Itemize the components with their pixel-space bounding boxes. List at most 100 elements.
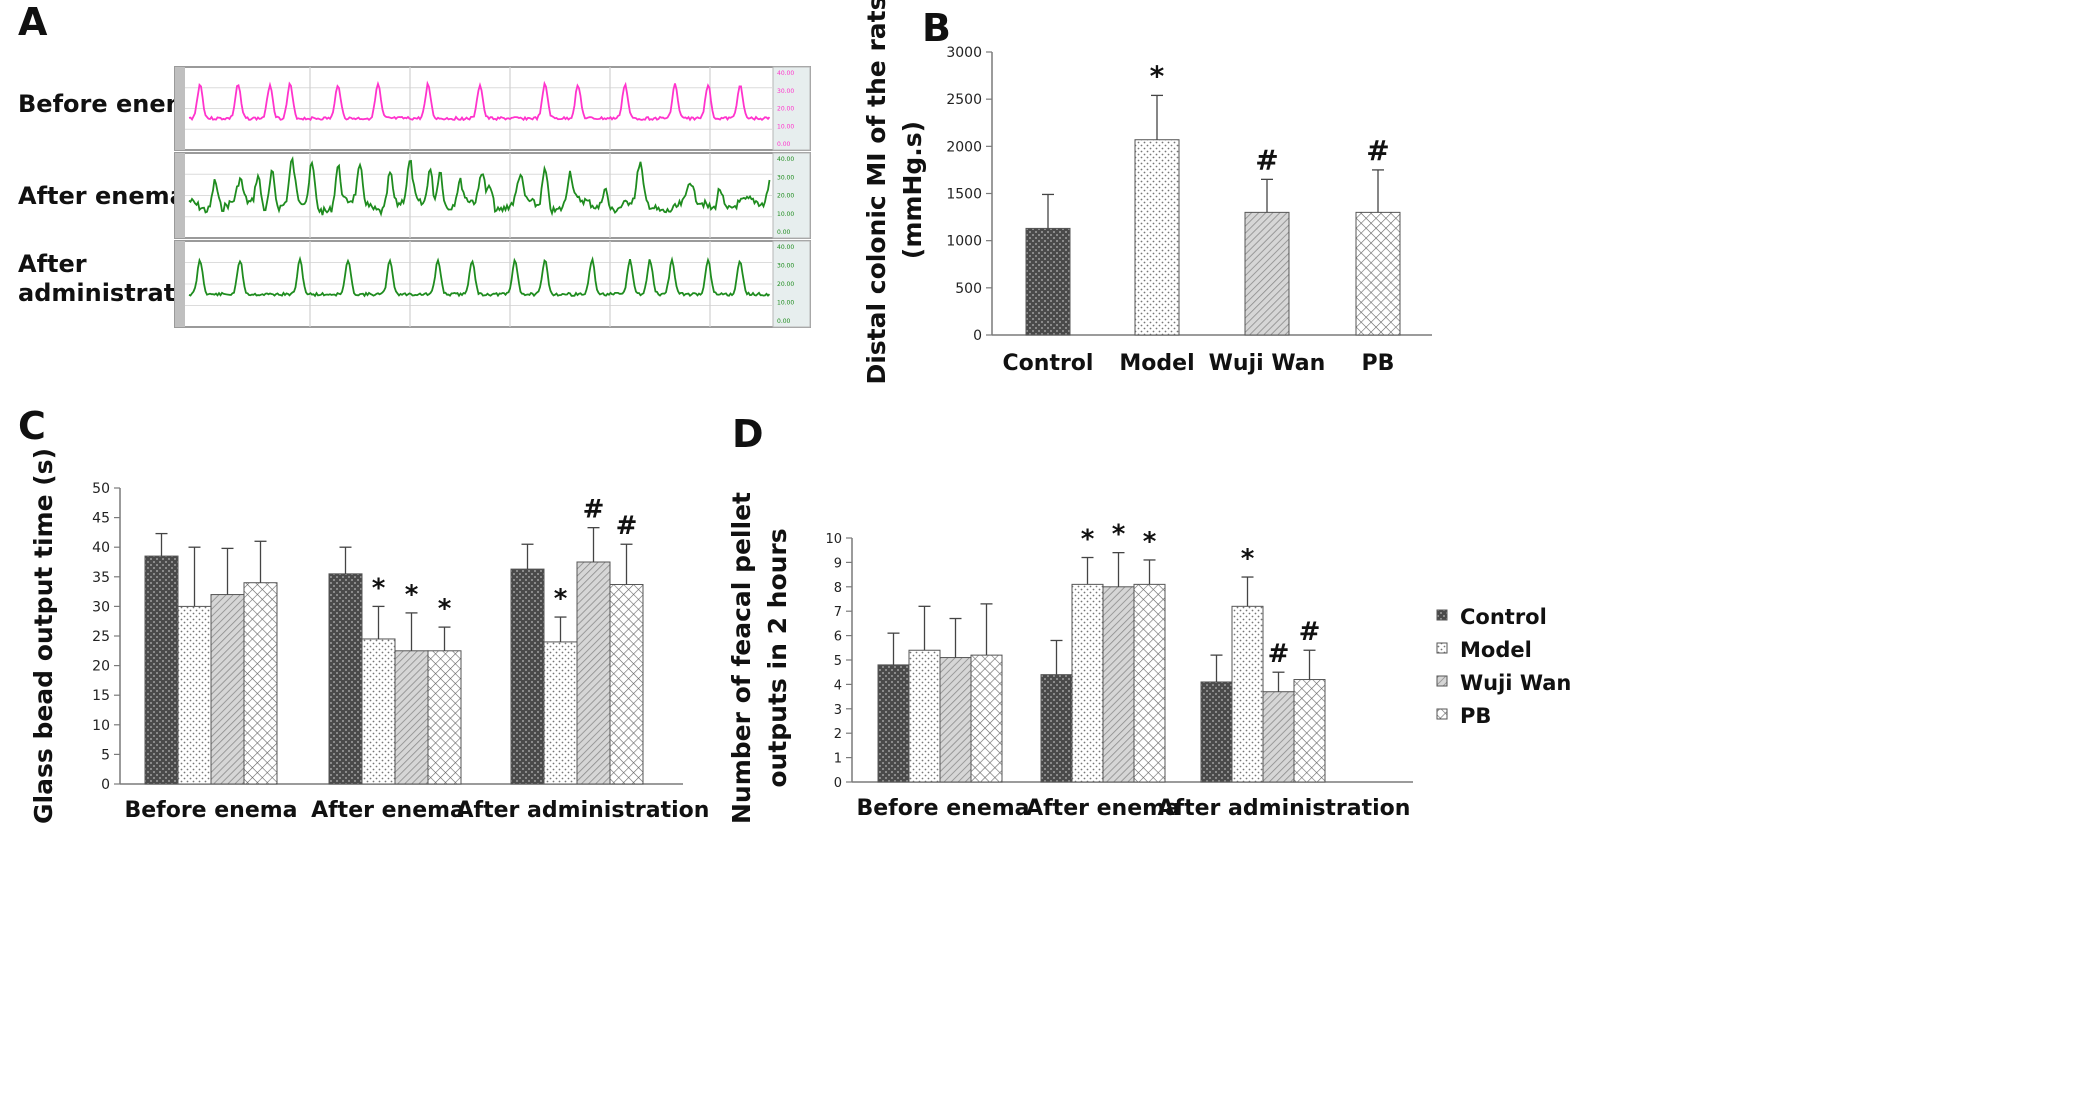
bar-after-enema-pb [427,650,462,785]
trace-scale-strip [772,152,811,239]
bar-before-enema-control [877,664,910,783]
bar-before-enema-wuji-wan [210,594,245,785]
y-axis-title: Glass bead output time (s) [29,448,58,824]
trace-scale-label: 40.00 [777,244,794,251]
x-tick-label: PB [1362,351,1395,376]
trace-scale-label: 30.00 [777,263,794,270]
bar-wuji-wan [1244,211,1290,336]
trace-label-after: After [18,250,87,278]
legend-swatch-control [1436,609,1448,621]
bar-after-enema-wuji-wan [394,650,429,785]
bar-after-enema-wuji-wan [1102,586,1135,783]
trace-scale-label: 40.00 [777,70,794,77]
legend-swatch-pb [1436,708,1448,720]
trace-label-after-enema: After enema [18,182,186,210]
panel-label-b: B [922,6,951,50]
panel-label-d: D [732,412,764,456]
significance-mark: # [1255,143,1278,176]
y-tick-label: 0 [834,776,842,791]
trace-signal [188,156,771,217]
y-tick-label: 0 [973,328,982,344]
bar-after-enema-control [328,573,363,785]
significance-mark: * [405,580,419,610]
significance-mark: * [1143,527,1157,557]
bar-after-enema-model [361,638,396,785]
trace-scale-label: 0.00 [777,141,791,148]
y-axis-title: Number of feacal pellet [727,492,756,824]
legend-swatch-wuji-wan [1436,675,1448,687]
significance-mark: # [616,511,638,541]
y-tick-label: 30 [92,599,110,615]
bar-before-enema-control [144,555,179,785]
significance-mark: # [583,495,605,525]
bar-after-enema-model [1071,583,1104,783]
y-tick-label: 15 [92,688,110,704]
bar-after-administration-wuji-wan [1262,691,1295,783]
trace-scale-label: 30.00 [777,174,794,181]
trace-scale-label: 10.00 [777,211,794,218]
trace-scale-label: 20.00 [777,193,794,200]
bar-after-enema-control [1040,674,1073,783]
trace-side-strip [175,241,185,327]
y-tick-label: 25 [92,629,110,645]
legend-label-control: Control [1460,605,1547,629]
panel-label-c: C [18,404,46,448]
y-axis-title: outputs in 2 hours [763,528,792,787]
y-tick-label: 6 [834,630,842,645]
y-tick-label: 5 [101,747,110,763]
bar-before-enema-model [908,649,941,783]
y-tick-label: 8 [834,581,842,596]
trace-side-strip [175,67,185,150]
bar-before-enema-pb [970,654,1003,783]
trace-scale-strip [772,240,811,328]
significance-mark: * [372,573,386,603]
bar-after-administration-pb [1293,679,1326,783]
x-tick-label: After administration [1158,796,1411,821]
y-tick-label: 4 [834,678,842,693]
trace-scale-label: 40.00 [777,156,794,163]
bar-before-enema-pb [243,582,278,785]
bar-after-administration-pb [609,583,644,785]
trace-side-strip [175,153,185,238]
trace-scale-strip [772,66,811,151]
significance-mark: * [438,594,452,624]
trace-signal [188,255,771,298]
panel-label-a: A [18,0,48,44]
significance-mark: # [1268,639,1290,669]
bar-before-enema-model [177,605,212,785]
y-tick-label: 3 [834,703,842,718]
legend-label-model: Model [1460,638,1532,662]
legend-label-wuji-wan: Wuji Wan [1460,671,1571,695]
y-tick-label: 2 [834,727,842,742]
y-axis-title: Distal colonic MI of the rats [862,0,891,385]
y-tick-label: 50 [92,481,110,497]
x-tick-label: After administration [457,798,710,823]
trace-scale-label: 10.00 [777,300,794,307]
trace-scale-label: 0.00 [777,229,791,236]
bar-after-administration-control [510,568,545,785]
trace-scale-label: 30.00 [777,88,794,95]
trace-scale-label: 20.00 [777,106,794,113]
bar-before-enema-wuji-wan [939,657,972,783]
significance-mark: * [1112,520,1126,550]
y-tick-label: 500 [955,281,982,297]
bar-model [1134,139,1180,336]
legend-swatch-model [1436,642,1448,654]
y-tick-label: 10 [825,532,842,547]
x-tick-label: Wuji Wan [1209,351,1326,376]
y-tick-label: 3000 [946,45,982,61]
y-tick-label: 45 [92,511,110,527]
trace-scale-label: 10.00 [777,123,794,130]
y-tick-label: 1000 [946,234,982,250]
y-tick-label: 2500 [946,92,982,108]
y-tick-label: 7 [834,605,842,620]
y-tick-label: 5 [834,654,842,669]
y-tick-label: 35 [92,570,110,586]
bar-after-administration-control [1200,681,1233,783]
bar-after-enema-pb [1133,583,1166,783]
x-tick-label: Control [1003,351,1094,376]
y-tick-label: 9 [834,556,842,571]
trace-scale-label: 20.00 [777,281,794,288]
trace-signal [188,80,771,122]
